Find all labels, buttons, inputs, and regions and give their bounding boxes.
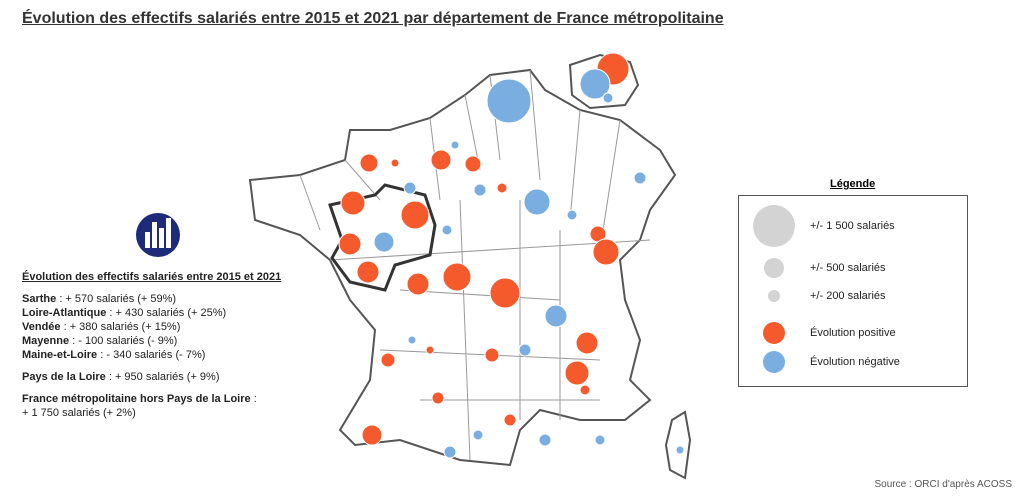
region-name: Pays de la Loire	[22, 371, 106, 383]
stats-panel: Évolution des effectifs salariés entre 2…	[22, 270, 281, 420]
panel-heading: Évolution des effectifs salariés entre 2…	[22, 271, 282, 283]
logo	[136, 213, 180, 257]
legend-box	[738, 195, 968, 387]
legend-size: +/- 500 salariés	[810, 262, 886, 274]
dept-name: Sarthe	[22, 293, 57, 305]
pays-de-la-loire-outline	[328, 183, 437, 292]
legend-size: +/- 1 500 salariés	[810, 220, 895, 232]
dept-row: Loire-Atlantique : + 430 salariés (+ 25%…	[22, 306, 281, 320]
source: Source : ORCI d'après ACOSS	[874, 479, 1012, 490]
region-row: Pays de la Loire : + 950 salariés (+ 9%)	[22, 370, 281, 384]
france-row: France métropolitaine hors Pays de la Lo…	[22, 392, 281, 406]
dept-name: Mayenne	[22, 335, 70, 347]
dept-row: Sarthe : + 570 salariés (+ 59%)	[22, 292, 281, 306]
dept-text: : + 570 salariés (+ 59%)	[59, 293, 177, 305]
france-text: :	[253, 393, 257, 405]
legend-symbols	[753, 205, 795, 373]
dept-text: : - 100 salariés (- 9%)	[72, 335, 178, 347]
dept-name: Loire-Atlantique	[22, 307, 107, 319]
region-text: : + 950 salariés (+ 9%)	[108, 371, 220, 383]
legend-color: Évolution négative	[810, 356, 900, 368]
france-name: France métropolitaine hors Pays de la Lo…	[22, 393, 251, 405]
dept-row: Vendée : + 380 salariés (+ 15%)	[22, 320, 281, 334]
legend-title: Légende	[830, 178, 876, 190]
dept-row: Maine-et-Loire : - 340 salariés (- 7%)	[22, 348, 281, 362]
dept-name: Vendée	[22, 321, 61, 333]
dept-text: : + 380 salariés (+ 15%)	[63, 321, 181, 333]
legend-size: +/- 200 salariés	[810, 290, 886, 302]
dept-row: Mayenne : - 100 salariés (- 9%)	[22, 334, 281, 348]
dept-text: : - 340 salariés (- 7%)	[100, 349, 206, 361]
dept-text: : + 430 salariés (+ 25%)	[109, 307, 227, 319]
negative-circles	[373, 68, 685, 459]
legend-color: Évolution positive	[810, 327, 896, 339]
title: Évolution des effectifs salariés entre 2…	[22, 10, 724, 27]
france-value: + 1 750 salariés (+ 2%)	[22, 407, 136, 419]
dept-name: Maine-et-Loire	[22, 349, 98, 361]
